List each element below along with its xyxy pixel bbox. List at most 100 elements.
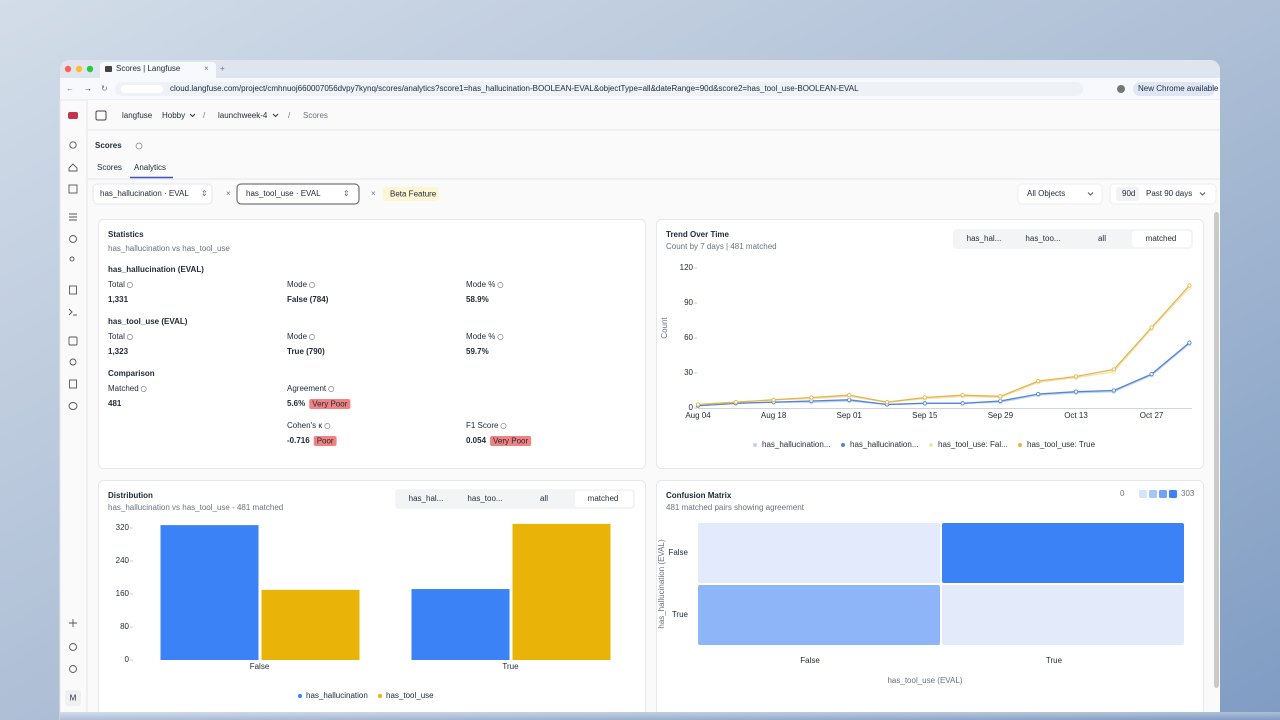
stat-value: 481: [108, 399, 122, 408]
project-name[interactable]: launchweek-4: [218, 111, 268, 120]
update-button[interactable]: New Chrome available: [1138, 84, 1219, 93]
logo[interactable]: [68, 112, 78, 119]
address-bar[interactable]: [115, 82, 1083, 96]
y-tick-label: 80: [120, 622, 129, 631]
prompts-icon[interactable]: [69, 285, 77, 295]
legend-label[interactable]: has_tool_use: [386, 691, 434, 700]
range: Past 90 days: [1146, 189, 1192, 198]
chart-tab[interactable]: has_hal...: [409, 494, 444, 503]
datasets-icon[interactable]: [69, 379, 77, 389]
objects-select[interactable]: [1017, 183, 1103, 205]
panel-toggle[interactable]: [95, 110, 107, 121]
new-tab[interactable]: +: [220, 64, 225, 73]
project-chevron[interactable]: [272, 113, 279, 118]
tab-active[interactable]: Analytics: [134, 163, 166, 172]
active-tab[interactable]: [100, 62, 216, 78]
ai-icon[interactable]: [69, 619, 77, 627]
tab-close[interactable]: ×: [204, 64, 209, 73]
matrix-cell[interactable]: [698, 523, 940, 583]
trend-point: [1073, 389, 1079, 394]
playground-icon[interactable]: [68, 308, 77, 316]
stat-value: 5.6%: [287, 399, 305, 408]
zoom-dot[interactable]: [86, 65, 94, 73]
range-chevron: [1199, 192, 1206, 196]
database-icon[interactable]: [68, 402, 78, 410]
org-name[interactable]: langfuse: [122, 111, 153, 120]
matrix-cell[interactable]: [942, 523, 1184, 583]
traces-icon[interactable]: [69, 213, 77, 221]
sessions-icon[interactable]: [69, 235, 77, 243]
remove-score1[interactable]: ×: [226, 189, 231, 198]
dashboard-icon[interactable]: [68, 184, 78, 194]
beta-badge: [383, 187, 439, 201]
legend-label[interactable]: has_hallucination...: [762, 440, 831, 449]
score2-select[interactable]: [236, 183, 360, 205]
legend-label[interactable]: has_hallucination: [306, 691, 368, 700]
distribution-tab-active: [575, 491, 633, 507]
avatar[interactable]: M: [70, 694, 77, 703]
info-icon[interactable]: [497, 334, 504, 340]
matrix-cell[interactable]: [942, 585, 1184, 645]
reload-button[interactable]: ↻: [101, 84, 108, 93]
info-icon[interactable]: [309, 282, 315, 288]
stat-label: Mode %: [466, 332, 495, 341]
scrollbar[interactable]: [1214, 212, 1219, 688]
back-button[interactable]: ←: [66, 84, 74, 93]
trend-point: [695, 402, 701, 407]
chart-tab[interactable]: matched: [1146, 234, 1177, 243]
bar: [160, 525, 259, 660]
info-icon[interactable]: [140, 386, 147, 392]
chart-tab[interactable]: has_too...: [1025, 234, 1060, 243]
stat-value: -0.716: [287, 436, 310, 445]
support-icon[interactable]: [69, 665, 77, 673]
home-icon[interactable]: [68, 163, 78, 172]
x-tick-label: Aug 18: [761, 411, 787, 420]
card-title: Confusion Matrix: [666, 491, 732, 500]
org-chevron[interactable]: [189, 113, 196, 118]
stat-value: False (784): [287, 295, 329, 304]
info-icon[interactable]: [126, 282, 133, 288]
info-icon[interactable]: [309, 334, 315, 340]
legend-label[interactable]: has_tool_use: Fal...: [938, 440, 1008, 449]
chart-tab[interactable]: all: [1098, 234, 1106, 243]
minimize-dot[interactable]: [75, 65, 83, 73]
close-dot[interactable]: [64, 65, 72, 73]
settings-icon[interactable]: [69, 643, 77, 651]
chart-tab[interactable]: matched: [588, 494, 619, 503]
legend-label[interactable]: has_tool_use: True: [1027, 440, 1096, 449]
trend-point: [960, 401, 965, 406]
stat-label: Matched: [108, 384, 139, 393]
trend-point: [809, 395, 814, 400]
tab[interactable]: Scores: [97, 163, 122, 172]
avatar-box[interactable]: [65, 690, 81, 706]
ideas-icon[interactable]: [69, 358, 77, 366]
remove-score2[interactable]: ×: [371, 189, 376, 198]
update-pill[interactable]: [1133, 82, 1215, 96]
desktop-edge: [60, 712, 1280, 720]
info-icon[interactable]: [328, 386, 335, 392]
stat-value: 1,323: [108, 347, 129, 356]
color-swatch: [1159, 490, 1167, 498]
info-icon[interactable]: [126, 334, 133, 340]
profile-avatar[interactable]: [1117, 85, 1125, 93]
info-icon[interactable]: [324, 423, 331, 429]
info-icon[interactable]: [497, 282, 504, 288]
legend-dot: [841, 443, 845, 447]
users-icon[interactable]: [69, 256, 75, 262]
forward-button[interactable]: →: [84, 84, 92, 93]
score1-select[interactable]: [92, 183, 213, 205]
range-pill: [1116, 187, 1139, 201]
legend-label[interactable]: has_hallucination...: [850, 440, 919, 449]
chart-tab[interactable]: has_hal...: [967, 234, 1002, 243]
chart-tab[interactable]: has_too...: [467, 494, 502, 503]
site-info[interactable]: [121, 85, 163, 93]
chart-tab[interactable]: all: [540, 494, 548, 503]
info-icon[interactable]: [135, 142, 143, 150]
search-icon[interactable]: [69, 141, 77, 149]
trend-point: [1187, 283, 1192, 288]
info-icon[interactable]: [500, 423, 507, 429]
matrix-cell[interactable]: [698, 585, 940, 645]
scores-icon[interactable]: [68, 336, 78, 346]
url: cloud.langfuse.com/project/cmhnuoj660007…: [170, 84, 859, 93]
